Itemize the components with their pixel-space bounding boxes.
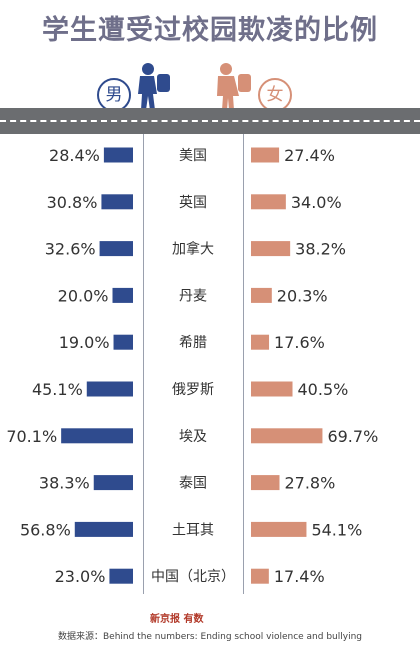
bullying-chart: 28.4% 美国 27.4% 30.8% 英国 34.0% 32.6% 加拿大 38.2% 20.… <box>6 146 378 586</box>
male-value-label: 70.1% <box>6 427 57 446</box>
female-bar <box>251 568 269 584</box>
male-badge: 男 <box>97 78 131 112</box>
male-student-icon <box>138 63 170 110</box>
country-label: 俄罗斯 <box>172 382 214 398</box>
female-value-label: 27.4% <box>284 146 335 165</box>
female-bar <box>251 147 280 163</box>
female-value-label: 34.0% <box>291 193 342 212</box>
page-title: 学生遭受过校园欺凌的比例 <box>42 15 378 46</box>
brand-logo: 新京报 有数 <box>150 614 204 625</box>
female-bar <box>251 428 323 444</box>
female-value-label: 17.4% <box>274 567 325 586</box>
female-bar <box>251 381 293 397</box>
male-bar <box>86 381 133 397</box>
country-label: 土耳其 <box>172 522 214 538</box>
country-label: 中国（北京） <box>151 569 235 585</box>
male-bar <box>101 194 133 210</box>
male-value-label: 45.1% <box>32 380 83 399</box>
female-student-icon <box>217 63 251 110</box>
male-bar <box>99 241 133 257</box>
male-value-label: 38.3% <box>39 474 90 493</box>
female-value-label: 38.2% <box>295 240 346 259</box>
male-value-label: 32.6% <box>45 240 96 259</box>
female-bar <box>251 194 286 210</box>
source-note: 数据来源：Behind the numbers: Ending school v… <box>57 632 362 642</box>
male-bar <box>74 521 133 537</box>
male-bar <box>61 428 133 444</box>
country-label: 埃及 <box>179 429 207 445</box>
country-label: 泰国 <box>179 476 207 492</box>
female-value-label: 40.5% <box>298 380 349 399</box>
male-bar <box>103 147 133 163</box>
female-badge: 女 <box>258 78 292 112</box>
male-bar <box>113 334 133 350</box>
right-divider-line <box>243 134 244 594</box>
male-value-label: 56.8% <box>20 520 71 539</box>
country-label: 英国 <box>179 194 207 211</box>
country-label: 丹麦 <box>179 288 207 304</box>
male-value-label: 28.4% <box>49 146 100 165</box>
male-bar <box>93 475 133 491</box>
male-value-label: 19.0% <box>59 333 110 352</box>
female-bar <box>251 475 280 491</box>
country-label: 加拿大 <box>172 241 214 258</box>
male-bar <box>112 287 133 303</box>
female-value-label: 17.6% <box>274 333 325 352</box>
male-bar <box>109 568 133 584</box>
female-bar <box>251 334 270 350</box>
road-lane-marking <box>0 120 420 122</box>
female-value-label: 54.1% <box>311 520 362 539</box>
female-bar <box>251 241 291 257</box>
female-bar <box>251 287 272 303</box>
country-label: 美国 <box>179 148 207 164</box>
male-value-label: 30.8% <box>47 193 98 212</box>
female-value-label: 69.7% <box>327 427 378 446</box>
country-label: 希腊 <box>179 335 207 351</box>
male-value-label: 23.0% <box>55 567 106 586</box>
female-value-label: 27.8% <box>284 474 335 493</box>
female-bar <box>251 521 307 537</box>
female-value-label: 20.3% <box>277 286 328 305</box>
male-value-label: 20.0% <box>58 286 109 305</box>
left-divider-line <box>143 134 144 594</box>
